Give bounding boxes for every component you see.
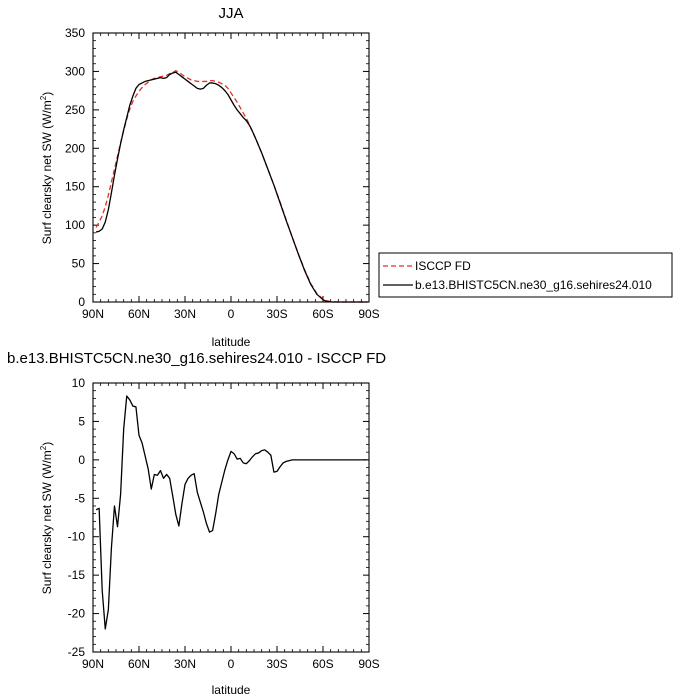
y-tick-label: 50 xyxy=(72,257,86,271)
x-tick-label: 0 xyxy=(228,657,235,671)
top-chart-ylabel: Surf clearsky net SW (W/m2) xyxy=(39,92,54,244)
legend-box xyxy=(378,252,673,298)
bottom-plot-area: 90N 60N 30N 0 30S 60S 90S -25 -20 -15 -10 -5 0 5 10 xyxy=(68,376,380,671)
x-tick-label: 30S xyxy=(266,307,287,321)
plot-frame xyxy=(92,382,370,653)
x-tick-label: 60S xyxy=(312,657,333,671)
y-tick-label: 150 xyxy=(65,180,85,194)
y-tick-label: 200 xyxy=(65,141,85,155)
x-tick-label: 0 xyxy=(228,307,235,321)
y-tick-label: 300 xyxy=(65,64,85,78)
y-tick-label: 0 xyxy=(78,295,85,309)
y-tick-label: 0 xyxy=(78,453,85,467)
bottom-chart-xlabel: latitude xyxy=(212,683,251,697)
legend-label-model: b.e13.BHISTC5CN.ne30_g16.sehires24.010 xyxy=(415,278,652,292)
y-tick-label: -25 xyxy=(68,645,86,659)
legend-label-isccp: ISCCP FD xyxy=(415,259,471,273)
y-tick-label: -5 xyxy=(74,491,85,505)
y-tick-label: -15 xyxy=(68,568,86,582)
top-plot-area: 90N 60N 30N 0 30S 60S 90S 0 50 100 150 200 250 300 350 xyxy=(65,26,380,321)
top-chart-xlabel: latitude xyxy=(212,335,251,349)
x-tick-label: 90S xyxy=(358,307,379,321)
y-tick-label: 100 xyxy=(65,218,85,232)
series-line-0 xyxy=(95,70,368,303)
y-tick-label: -10 xyxy=(68,530,86,544)
y-tick-label: 350 xyxy=(65,26,85,40)
x-tick-label: 60N xyxy=(128,657,150,671)
x-tick-label: 90N xyxy=(82,657,104,671)
bottom-chart-ylabel: Surf clearsky net SW (W/m2) xyxy=(39,442,54,594)
x-tick-label: 60S xyxy=(312,307,333,321)
x-tick-label: 90N xyxy=(82,307,104,321)
top-chart: JJA 90N 60N 30N 0 30S 60S 90S 0 50 100 150 200 250 30… xyxy=(39,5,673,349)
plot-frame xyxy=(92,32,370,303)
y-tick-label: -20 xyxy=(68,607,86,621)
bottom-chart: b.e13.BHISTC5CN.ne30_g16.sehires24.010 -… xyxy=(7,350,386,697)
bottom-chart-title: b.e13.BHISTC5CN.ne30_g16.sehires24.010 -… xyxy=(7,350,386,367)
x-tick-label: 30N xyxy=(174,307,196,321)
legend: ISCCP FD b.e13.BHISTC5CN.ne30_g16.sehire… xyxy=(378,252,673,298)
x-tick-label: 90S xyxy=(358,657,379,671)
y-tick-label: 250 xyxy=(65,103,85,117)
x-tick-label: 30S xyxy=(266,657,287,671)
y-tick-label: 5 xyxy=(78,414,85,428)
x-tick-label: 60N xyxy=(128,307,150,321)
y-tick-label: 10 xyxy=(72,376,86,390)
series-line-1 xyxy=(95,71,368,303)
x-tick-label: 30N xyxy=(174,657,196,671)
top-chart-title: JJA xyxy=(218,5,243,22)
difference-line xyxy=(95,395,368,630)
